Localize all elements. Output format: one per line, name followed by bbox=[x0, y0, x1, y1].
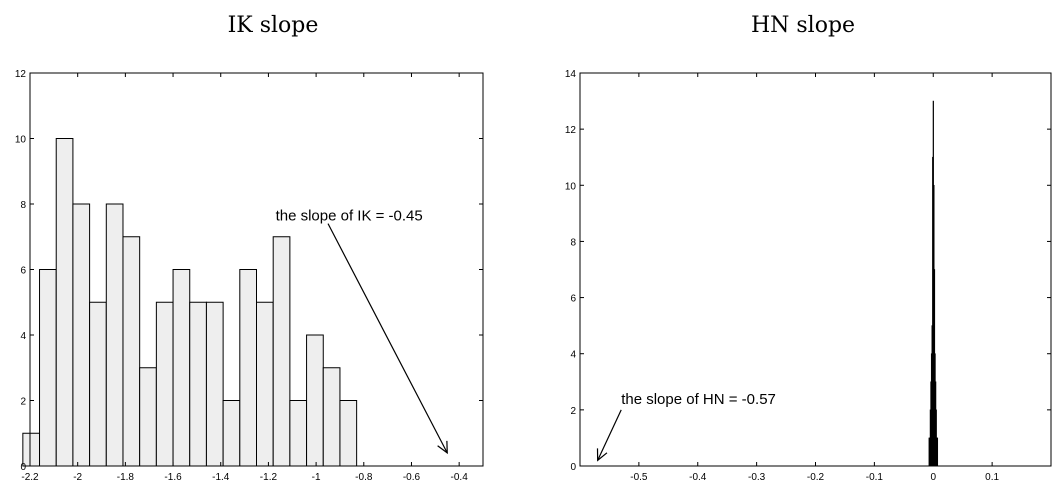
y-tick-label: 14 bbox=[565, 69, 577, 80]
x-tick-label: -2 bbox=[73, 472, 82, 483]
y-tick-label: 10 bbox=[565, 181, 577, 192]
annotation-arrow bbox=[597, 409, 622, 461]
x-tick-label: -1.2 bbox=[260, 472, 278, 483]
histogram-bar bbox=[339, 400, 358, 467]
histogram-bar bbox=[55, 138, 74, 467]
x-tick-label: -1.6 bbox=[164, 472, 182, 483]
y-tick-label: 2 bbox=[20, 397, 26, 408]
x-tick-label: -0.2 bbox=[807, 472, 825, 483]
annotation-label: the slope of HN = -0.57 bbox=[621, 391, 776, 408]
histogram-bar bbox=[936, 437, 939, 467]
y-tick-label: 0 bbox=[20, 462, 26, 473]
histogram-bar bbox=[172, 269, 191, 467]
histogram-bar bbox=[205, 301, 224, 467]
x-tick-label: -0.3 bbox=[748, 472, 766, 483]
y-tick-label: 8 bbox=[20, 200, 26, 211]
histogram-bar bbox=[189, 301, 207, 467]
y-tick-label: 4 bbox=[20, 331, 26, 342]
x-tick-label: -0.6 bbox=[403, 472, 421, 483]
annotation-label: the slope of IK = -0.45 bbox=[276, 207, 423, 224]
x-tick-label: -0.5 bbox=[630, 472, 648, 483]
plot-frame bbox=[579, 72, 1052, 467]
y-tick-label: 4 bbox=[570, 350, 576, 361]
y-tick-label: 0 bbox=[570, 462, 576, 473]
y-tick-label: 6 bbox=[20, 266, 26, 277]
y-tick-label: 12 bbox=[565, 125, 577, 136]
histogram-bar bbox=[39, 269, 57, 467]
x-tick-label: 0 bbox=[930, 472, 936, 483]
y-tick-label: 6 bbox=[570, 294, 576, 305]
y-tick-label: 12 bbox=[15, 69, 27, 80]
histogram-bar bbox=[306, 334, 324, 467]
histogram-bar bbox=[105, 203, 124, 467]
arrow-head bbox=[437, 440, 448, 455]
plot-frame bbox=[29, 72, 484, 467]
y-tick-label: 8 bbox=[570, 237, 576, 248]
x-tick-label: -1.8 bbox=[117, 472, 135, 483]
annotation-arrow bbox=[327, 223, 448, 454]
x-tick-label: -1.4 bbox=[212, 472, 230, 483]
histogram-bar bbox=[139, 367, 157, 467]
chart-title: IK slope bbox=[228, 13, 319, 38]
histogram-bar bbox=[89, 301, 107, 467]
x-tick-label: 0.1 bbox=[985, 472, 999, 483]
x-tick-label: -1 bbox=[312, 472, 321, 483]
x-tick-label: -2.2 bbox=[21, 472, 39, 483]
histogram-bar bbox=[256, 301, 274, 467]
x-tick-label: -0.8 bbox=[355, 472, 373, 483]
chart-ik-slope: IK slope -2.2 -2 -1.8 -1.6 -1.4 -1.2 -1 -0.8 -0.… bbox=[15, 13, 484, 483]
y-tick-label: 10 bbox=[15, 135, 27, 146]
x-tick-label: -0.4 bbox=[689, 472, 707, 483]
histogram-bar bbox=[222, 400, 241, 467]
histogram-bar bbox=[122, 236, 141, 467]
chart-title: HN slope bbox=[751, 13, 855, 38]
histogram-bar bbox=[239, 269, 258, 467]
x-tick-label: -0.4 bbox=[451, 472, 469, 483]
x-tick-label: -0.1 bbox=[866, 472, 884, 483]
y-tick-label: 2 bbox=[570, 406, 576, 417]
chart-hn-slope: HN slope -0.5 -0.4 -0.3 -0.2 -0.1 0 0.1 0 2 4 6 8 1… bbox=[565, 13, 1052, 483]
arrow-head bbox=[596, 448, 608, 462]
histogram-bar bbox=[155, 301, 174, 467]
histogram-bar bbox=[322, 367, 341, 467]
histogram-bar bbox=[272, 236, 291, 467]
histogram-bar bbox=[72, 203, 91, 467]
histogram-bar bbox=[289, 400, 308, 467]
